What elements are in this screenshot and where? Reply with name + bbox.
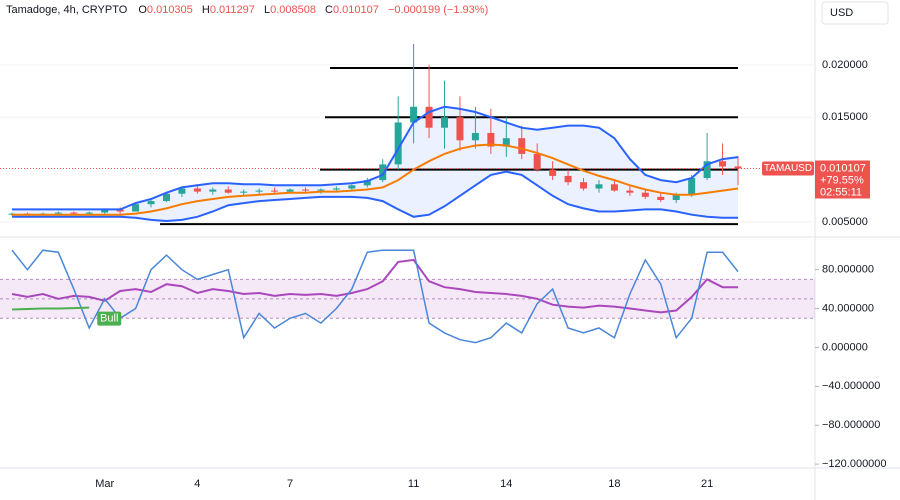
candle-body — [502, 138, 510, 147]
candle-body — [410, 106, 418, 123]
candle-body — [518, 138, 526, 154]
price-tag-change: +79.55% — [820, 174, 864, 186]
y-tick-label: 40.000000 — [822, 302, 874, 314]
ohlc-key: H — [201, 4, 210, 16]
symbol-title: Tamadoge, 4h, CRYPTO — [6, 4, 128, 16]
price-axis-bg — [815, 0, 900, 500]
x-tick-label: 18 — [608, 478, 620, 490]
candle-body — [441, 117, 449, 128]
candle-body — [116, 209, 124, 212]
candle-body — [348, 185, 356, 189]
candle-body — [178, 188, 186, 194]
ohlc-value: 0.010305 — [146, 4, 193, 16]
x-tick-label: Mar — [95, 478, 114, 490]
change: −0.000199 (−1.93%) — [387, 4, 489, 16]
candle-body — [301, 189, 309, 191]
osc-line — [11, 258, 738, 314]
candle-body — [641, 192, 649, 197]
ohlc-key: C — [325, 4, 333, 16]
candle-body — [626, 190, 634, 193]
candle-body — [610, 184, 618, 191]
candle-body — [162, 193, 170, 202]
ohlc-key: O — [138, 4, 147, 16]
candle-body — [271, 190, 279, 192]
candle-body — [240, 191, 248, 193]
candle-body — [471, 132, 479, 141]
candle-body — [394, 122, 402, 165]
candle-body — [379, 164, 387, 181]
y-tick-label: −120.000000 — [822, 458, 887, 470]
bollinger-band — [12, 105, 739, 211]
y-tick-label: 0.005000 — [822, 216, 868, 228]
currency-box — [821, 1, 889, 25]
candle-body — [549, 169, 557, 176]
candle-body — [132, 204, 140, 212]
symbol-tag — [762, 161, 814, 176]
x-tick-label: 14 — [500, 478, 512, 490]
candle-body — [317, 189, 325, 191]
candle-body — [332, 188, 340, 190]
x-tick-label: 11 — [408, 478, 419, 490]
candle-body — [734, 166, 742, 169]
candle-body — [533, 153, 541, 170]
x-tick-label: 7 — [287, 478, 293, 490]
y-tick-label: −80.000000 — [822, 419, 880, 431]
candle-body — [224, 189, 232, 193]
price-tag-countdown: 02:55:11 — [820, 186, 862, 198]
y-tick-label: −40.000000 — [822, 380, 880, 392]
candle-body — [255, 190, 263, 192]
x-tick-label: 4 — [194, 478, 200, 490]
y-tick-label: 0.020000 — [822, 59, 868, 71]
candle-body — [147, 201, 155, 205]
candle-body — [209, 189, 217, 192]
signal-label: Bull — [100, 312, 118, 324]
candle-body — [657, 196, 665, 201]
candle-body — [101, 209, 109, 213]
candle-body — [719, 161, 727, 167]
moving-average — [12, 143, 739, 216]
candle-body — [487, 132, 495, 147]
candle-body — [688, 178, 696, 195]
candle-body — [564, 175, 572, 183]
x-tick-label: 21 — [701, 478, 713, 490]
currency: USD — [830, 7, 853, 19]
symbol-name: TAMAUSD — [764, 163, 812, 174]
candle-body — [595, 184, 603, 189]
band-fill — [12, 106, 738, 221]
price-tag — [815, 160, 870, 199]
y-tick-label: 80.000000 — [822, 264, 874, 276]
price-tag-value: 0.010107 — [820, 162, 866, 174]
candle-body — [580, 182, 588, 189]
candle-body — [85, 212, 93, 214]
ohlc-value: 0.008508 — [270, 4, 316, 16]
ohlc-value: 0.011297 — [209, 4, 255, 16]
y-tick-label: 0.015000 — [822, 111, 868, 123]
candle-body — [672, 194, 680, 201]
bollinger-band — [12, 170, 738, 223]
candle-body — [70, 212, 78, 214]
candle-body — [54, 212, 62, 214]
candle-body — [193, 188, 201, 192]
osc-line — [11, 249, 739, 344]
candle-body — [425, 106, 433, 128]
y-tick-label: 0.000000 — [822, 341, 868, 353]
signal-badge — [97, 311, 122, 326]
ohlc-value: 0.010107 — [332, 4, 379, 16]
candle-body — [703, 161, 711, 179]
ohlc-key: L — [263, 4, 271, 16]
legend-header: Tamadoge, 4h, CRYPTO O0.010305 H0.011297… — [6, 4, 494, 16]
candle-body — [363, 180, 371, 186]
candle-body — [456, 117, 464, 141]
osc-line — [11, 306, 90, 311]
candle-body — [286, 189, 294, 192]
